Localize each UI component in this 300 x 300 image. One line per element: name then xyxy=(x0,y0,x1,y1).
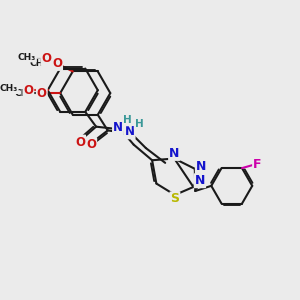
Text: N: N xyxy=(124,125,135,138)
Text: O: O xyxy=(42,52,52,65)
Text: O: O xyxy=(37,87,47,100)
Text: H: H xyxy=(135,119,143,129)
Text: N: N xyxy=(195,174,205,187)
Text: N: N xyxy=(113,121,123,134)
Text: S: S xyxy=(170,192,179,206)
Text: N: N xyxy=(196,160,206,173)
Text: O: O xyxy=(23,84,33,97)
Text: CH₃: CH₃ xyxy=(14,88,33,98)
Text: F: F xyxy=(253,158,262,171)
Text: H: H xyxy=(123,116,132,125)
Text: CH₃: CH₃ xyxy=(30,59,48,68)
Text: O: O xyxy=(86,138,96,151)
Text: CH₃: CH₃ xyxy=(18,52,36,62)
Text: CH₃: CH₃ xyxy=(0,84,18,93)
Text: N: N xyxy=(169,147,179,160)
Text: O: O xyxy=(52,57,62,70)
Text: O: O xyxy=(75,136,85,148)
